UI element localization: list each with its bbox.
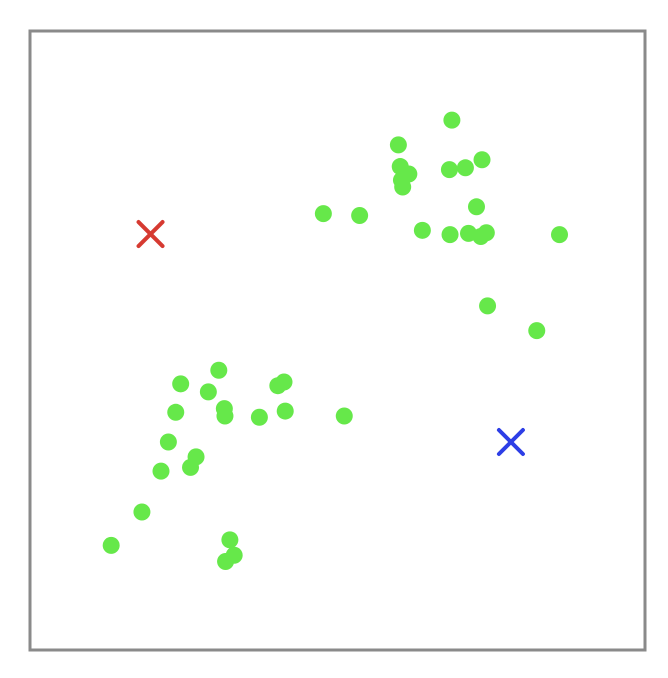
data-marks bbox=[102, 111, 569, 570]
scatter-point bbox=[335, 407, 353, 425]
scatter-point bbox=[441, 226, 459, 244]
scatter-point bbox=[477, 224, 495, 242]
scatter-point bbox=[225, 546, 243, 564]
scatter-point bbox=[314, 205, 332, 223]
scatter-point bbox=[215, 400, 233, 418]
scatter-point bbox=[473, 151, 491, 169]
scatter-point bbox=[443, 111, 461, 129]
centroid-stroke bbox=[136, 220, 165, 249]
scatter-point bbox=[389, 136, 407, 154]
scatter-point bbox=[172, 375, 190, 393]
centroid-marker bbox=[136, 220, 165, 249]
scatter-point bbox=[467, 198, 485, 216]
plot-area bbox=[28, 29, 647, 652]
scatter-point bbox=[167, 403, 185, 421]
scatter-point bbox=[221, 531, 239, 549]
scatter-point bbox=[199, 383, 217, 401]
scatter-point bbox=[394, 178, 412, 196]
scatter-point bbox=[528, 322, 546, 340]
scatter-point bbox=[551, 226, 569, 244]
scatter-point bbox=[102, 536, 120, 554]
scatter-point bbox=[159, 433, 177, 451]
scatter-point bbox=[133, 503, 151, 521]
scatter-point bbox=[276, 402, 294, 420]
scatter-point bbox=[413, 221, 431, 239]
scatter-point bbox=[400, 165, 418, 183]
scatter-point bbox=[187, 448, 205, 466]
scatter-point bbox=[152, 462, 170, 480]
scatter-point bbox=[440, 161, 458, 179]
centroid-stroke bbox=[496, 428, 525, 457]
scatter-point bbox=[250, 408, 268, 426]
scatter-point bbox=[456, 159, 474, 177]
centroid-marker bbox=[496, 428, 525, 457]
scatter-point bbox=[479, 297, 497, 315]
scatter-point bbox=[275, 373, 293, 391]
scatter-point bbox=[210, 361, 228, 379]
scatter-point bbox=[351, 206, 369, 224]
